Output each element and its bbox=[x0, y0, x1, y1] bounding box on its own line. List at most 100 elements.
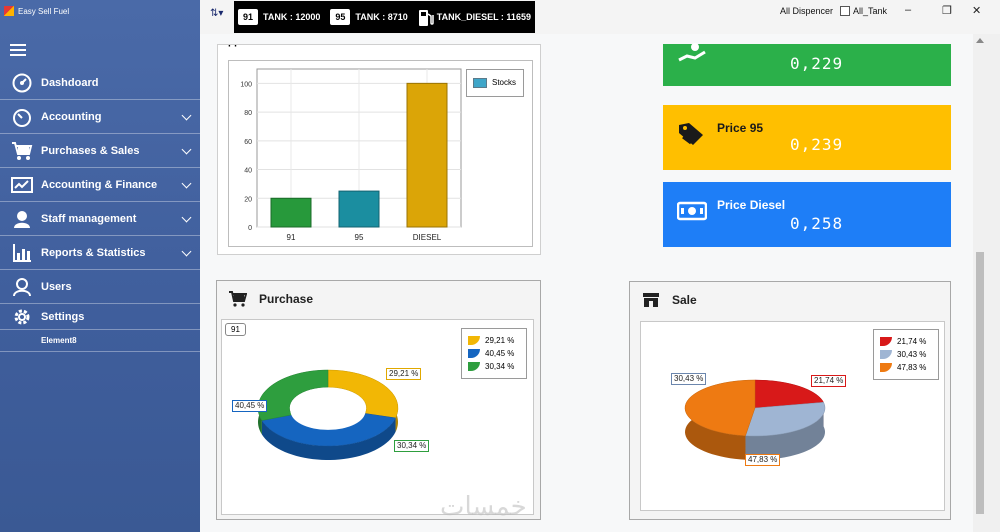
legend-label: 30,34 % bbox=[485, 362, 515, 371]
all-tank-toggle[interactable]: All_Tank bbox=[840, 6, 887, 16]
legend-item: 40,45 % bbox=[468, 347, 520, 360]
chevron-down-icon[interactable] bbox=[181, 110, 192, 121]
legend-label: Stocks bbox=[492, 78, 517, 87]
fuel-pump-icon bbox=[418, 9, 434, 26]
price-title: Price 95 bbox=[717, 121, 764, 135]
slice-side bbox=[261, 417, 396, 460]
purchase-header: Purchase bbox=[217, 281, 540, 317]
legend-swatch bbox=[880, 337, 892, 346]
legend-swatch bbox=[880, 350, 892, 359]
sidebar-item-dashboard[interactable]: Dashdoard bbox=[0, 66, 200, 100]
minimize-button[interactable]: – bbox=[905, 4, 912, 16]
sale-title: Sale bbox=[672, 293, 697, 307]
legend-label: 29,21 % bbox=[485, 336, 515, 345]
chevron-down-icon[interactable] bbox=[181, 178, 192, 189]
y-tick-label: 60 bbox=[244, 139, 252, 146]
staff-icon bbox=[10, 208, 34, 230]
legend-label: 47,83 % bbox=[897, 363, 927, 372]
gear-icon bbox=[10, 306, 34, 328]
sale-chart: 21,74 % 30,43 % 47,83 % 21,74 % 30,43 % 47,8… bbox=[640, 321, 945, 511]
tank-label: TANK : 12000 bbox=[263, 12, 321, 22]
sidebar-item-label: Purchases & Sales bbox=[41, 144, 140, 157]
hamburger-menu-icon[interactable] bbox=[10, 44, 26, 56]
chevron-down-icon[interactable] bbox=[181, 246, 192, 257]
y-tick-label: 100 bbox=[240, 81, 252, 88]
close-button[interactable]: ✕ bbox=[972, 5, 982, 17]
sale-header: Sale bbox=[630, 282, 950, 318]
checkbox-icon[interactable] bbox=[840, 6, 850, 16]
purchase-chart: 91 29,21 % 40,45 % 30,34 % 29,21 % 40,45 % 3… bbox=[221, 319, 534, 515]
slice-top bbox=[684, 379, 756, 437]
connection-menu-icon[interactable]: ⇅▾ bbox=[210, 8, 224, 19]
dashboard-icon bbox=[10, 72, 34, 94]
legend-swatch bbox=[468, 336, 480, 345]
sidebar: Easy Sell Fuel Dashdoard Accounting Purc… bbox=[0, 0, 200, 532]
x-tick-label: DIESEL bbox=[413, 233, 442, 242]
slice-data-label: 30,34 % bbox=[394, 440, 430, 452]
legend-item: 30,34 % bbox=[468, 360, 520, 373]
sidebar-subitem-element8[interactable]: Element8 bbox=[0, 330, 200, 352]
sidebar-nav: Dashdoard Accounting Purchases & Sales A… bbox=[0, 66, 200, 352]
price-tag-icon bbox=[679, 123, 703, 145]
slice-side bbox=[745, 402, 825, 460]
tank-label: TANK : 8710 bbox=[355, 12, 408, 22]
app-title: Easy Sell Fuel bbox=[18, 6, 70, 16]
sidebar-item-accounting[interactable]: Accounting bbox=[0, 100, 200, 134]
x-tick-label: 95 bbox=[355, 233, 364, 242]
tank-badge: 95 bbox=[330, 9, 351, 25]
maximize-button[interactable]: ❐ bbox=[942, 5, 952, 17]
stocks-bar-chart: 0 20 40 60 80 100 91 95 DIESEL Stocks bbox=[228, 60, 533, 247]
vertical-scrollbar[interactable] bbox=[973, 34, 987, 516]
users-icon bbox=[10, 276, 34, 298]
price-value: 0,229 bbox=[790, 54, 844, 73]
price-card-95: Price 95 0,239 bbox=[663, 105, 951, 170]
chevron-down-icon[interactable] bbox=[181, 144, 192, 155]
donut-hole bbox=[290, 392, 366, 430]
bar-95 bbox=[338, 190, 380, 228]
sidebar-item-label: Accounting & Finance bbox=[41, 178, 158, 191]
slice-top bbox=[327, 369, 399, 419]
sidebar-item-reports-statistics[interactable]: Reports & Statistics bbox=[0, 236, 200, 270]
app-logo-icon bbox=[4, 6, 14, 16]
scroll-up-arrow-icon[interactable] bbox=[976, 38, 984, 43]
chart-legend: 21,74 % 30,43 % 47,83 % bbox=[873, 329, 939, 380]
hand-money-icon bbox=[678, 43, 706, 62]
slice-data-label: 21,74 % bbox=[811, 375, 847, 387]
speedometer-icon bbox=[10, 106, 34, 128]
purchase-title: Purchase bbox=[259, 292, 314, 306]
sidebar-item-purchases-sales[interactable]: Purchases & Sales bbox=[0, 134, 200, 168]
y-tick-label: 80 bbox=[244, 110, 252, 117]
cart-icon bbox=[229, 291, 247, 307]
dispencer-selector[interactable]: All Dispencer bbox=[780, 6, 834, 16]
tank-95: 95 TANK : 8710 bbox=[330, 9, 408, 25]
sidebar-item-settings[interactable]: Settings bbox=[0, 304, 200, 330]
price-title: Price Diesel bbox=[717, 198, 786, 212]
sidebar-item-label: Settings bbox=[41, 310, 85, 323]
slice-data-label: 29,21 % bbox=[386, 368, 422, 380]
chart-tooltip: 91 bbox=[225, 323, 246, 336]
y-tick-label: 40 bbox=[244, 168, 252, 175]
top-bar: ⇅▾ 91 TANK : 12000 95 TANK : 8710 TANK_D… bbox=[200, 0, 1000, 34]
scroll-thumb[interactable] bbox=[976, 252, 984, 514]
x-tick-label: 91 bbox=[287, 233, 296, 242]
slice-data-label: 40,45 % bbox=[232, 400, 268, 412]
panel-header-fragment: · · bbox=[228, 41, 238, 52]
purchase-donut-svg bbox=[257, 369, 399, 460]
chevron-down-icon[interactable] bbox=[181, 212, 192, 223]
finance-icon bbox=[10, 174, 34, 196]
tank-label: TANK_DIESEL : 11659 bbox=[436, 12, 531, 22]
sidebar-item-users[interactable]: Users bbox=[0, 270, 200, 304]
slice-top bbox=[257, 369, 329, 421]
sidebar-item-staff-management[interactable]: Staff management bbox=[0, 202, 200, 236]
legend-swatch bbox=[468, 362, 480, 371]
chart-legend: Stocks bbox=[466, 69, 524, 97]
legend-swatch bbox=[880, 363, 892, 372]
y-tick-label: 0 bbox=[248, 225, 252, 232]
legend-item: 47,83 % bbox=[880, 361, 932, 374]
slice-data-label: 30,43 % bbox=[671, 373, 707, 385]
tank-diesel: TANK_DIESEL : 11659 bbox=[418, 9, 531, 26]
sidebar-item-label: Dashdoard bbox=[41, 76, 99, 89]
sidebar-item-label: Staff management bbox=[41, 212, 137, 225]
sidebar-item-accounting-finance[interactable]: Accounting & Finance bbox=[0, 168, 200, 202]
tank-status-bar: 91 TANK : 12000 95 TANK : 8710 TANK_DIES… bbox=[234, 1, 535, 33]
